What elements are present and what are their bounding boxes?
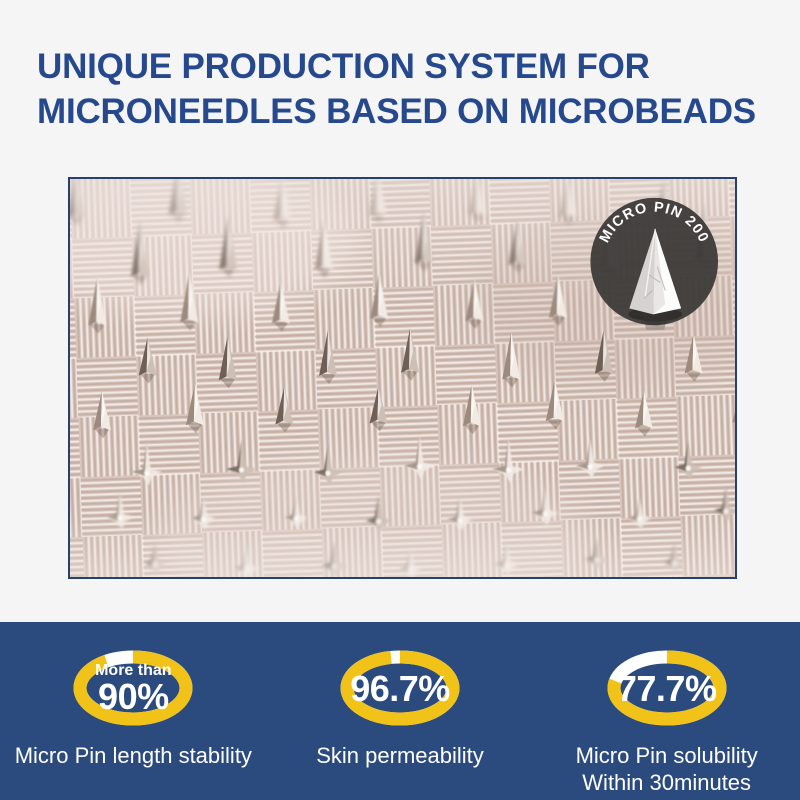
stat-label: Micro Pin length stability: [14, 743, 252, 768]
micro-pin-200-badge: MICRO PIN 200: [590, 197, 719, 331]
page-title: UNIQUE PRODUCTION SYSTEM FOR MICRONEEDLE…: [37, 44, 777, 134]
stat-value: 96.7%: [350, 667, 450, 709]
ring-progress: [340, 650, 460, 726]
stat-prefix: More than: [95, 662, 172, 679]
microneedle-photo-svg: MICRO PIN 200: [70, 179, 735, 577]
stat-ring-2: 96.7%: [333, 643, 467, 733]
ring-text-1: More than 90%: [66, 643, 200, 733]
stat-value: 77.7%: [616, 667, 717, 709]
stat-ring-1: More than 90%: [66, 643, 200, 733]
stat-value: 90%: [98, 676, 169, 717]
ring-progress: [73, 650, 193, 726]
stat-ring-3: 77.7%: [600, 643, 734, 733]
stats-panel: More than 90% Micro Pin length stability…: [0, 622, 800, 800]
ring-progress: [607, 650, 727, 726]
stat-label: Micro Pin solubility Within 30minutes: [575, 743, 758, 795]
ring-text-2: 96.7%: [333, 643, 467, 733]
stat-length-stability: More than 90% Micro Pin length stability: [0, 622, 267, 769]
page-title-line1: UNIQUE PRODUCTION SYSTEM FOR: [37, 47, 650, 86]
microneedle-photo: MICRO PIN 200: [68, 177, 737, 579]
page-title-line2: MICRONEEDLES BASED ON MICROBEADS: [37, 92, 756, 131]
stat-skin-permeability: 96.7% Skin permeability: [267, 622, 534, 769]
stat-label: Skin permeability: [316, 743, 484, 768]
ring-text-3: 77.7%: [600, 643, 734, 733]
badge-needle-icon: [628, 228, 683, 331]
stat-solubility: 77.7% Micro Pin solubility Within 30minu…: [533, 622, 800, 796]
